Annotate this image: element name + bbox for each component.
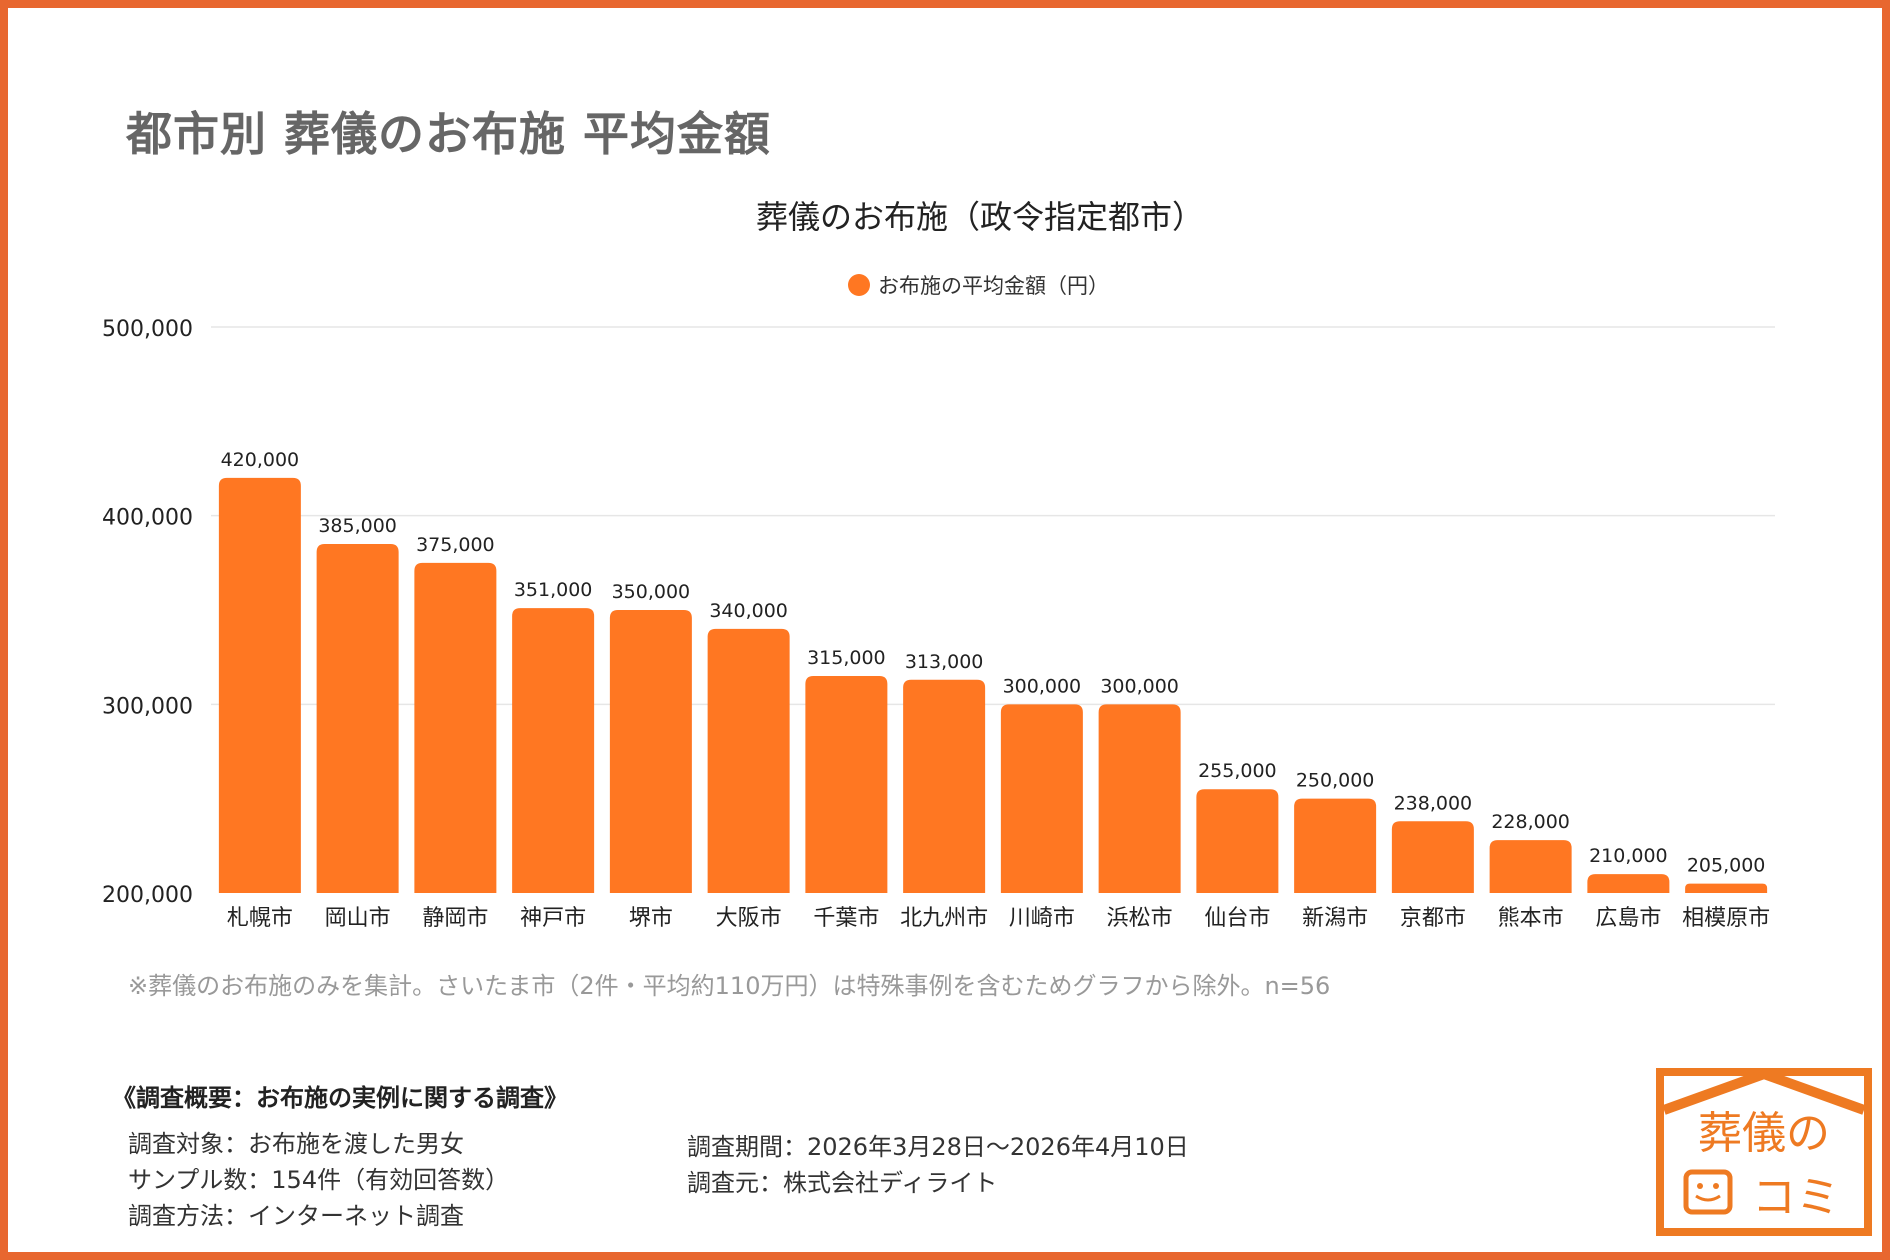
survey-source: 調査元：株式会社ディライト	[687, 1169, 998, 1197]
x-tick-label: 札幌市	[227, 906, 293, 931]
bar	[218, 477, 301, 893]
chart-legend: お布施の平均金額（円）	[848, 270, 1109, 300]
data-label: 238,000	[1394, 792, 1473, 814]
x-tick-label: 熊本市	[1498, 906, 1564, 931]
x-tick-label: 岡山市	[325, 906, 391, 931]
x-tick-label: 浜松市	[1107, 906, 1173, 931]
y-tick-label: 500,000	[102, 317, 193, 342]
bar-chart: 200,000 300,000 400,000 500,000 420,000 札幌市 38…	[102, 317, 1775, 931]
bar	[414, 562, 497, 893]
survey-period: 調査期間：2026年3月28日〜2026年4月10日	[687, 1133, 1189, 1161]
y-tick-label: 300,000	[102, 694, 193, 719]
survey-sample: サンプル数：154件（有効回答数）	[128, 1166, 510, 1194]
bar	[609, 610, 692, 893]
chart-title: 葬儀のお布施（政令指定都市）	[755, 198, 1204, 236]
data-label: 351,000	[514, 579, 593, 601]
bar	[316, 543, 399, 893]
page-title: 都市別 葬儀のお布施 平均金額	[126, 107, 772, 161]
data-label: 300,000	[1003, 675, 1082, 697]
x-tick-label: 京都市	[1400, 906, 1466, 931]
survey-target: 調査対象：お布施を渡した男女	[128, 1130, 464, 1158]
bar	[903, 679, 986, 893]
x-tick-label: 堺市	[629, 906, 673, 931]
data-label: 300,000	[1100, 675, 1179, 697]
bar	[1098, 704, 1181, 893]
bar	[1000, 704, 1083, 893]
data-label: 315,000	[807, 647, 886, 669]
data-label: 205,000	[1687, 855, 1766, 877]
bar	[1587, 874, 1670, 893]
x-tick-label: 大阪市	[716, 906, 782, 931]
bar	[805, 676, 888, 893]
survey-heading: 《調査概要：お布施の実例に関する調査》	[112, 1084, 568, 1112]
chart-note: ※葬儀のお布施のみを集計。さいたま市（2件・平均約110万円）は特殊事例を含むた…	[128, 972, 1331, 1000]
data-label: 350,000	[612, 581, 691, 603]
data-label: 250,000	[1296, 770, 1375, 792]
data-label: 340,000	[709, 600, 788, 622]
bar	[512, 608, 595, 893]
bar	[1391, 821, 1474, 893]
x-tick-label: 静岡市	[422, 906, 488, 931]
x-tick-label: 相模原市	[1682, 906, 1770, 931]
bar	[1489, 840, 1572, 893]
bar	[707, 628, 790, 893]
x-tick-label: 川崎市	[1009, 906, 1075, 931]
x-tick-label: 広島市	[1595, 906, 1661, 931]
bar	[1196, 789, 1279, 893]
x-tick-label: 仙台市	[1204, 906, 1270, 931]
legend-label: お布施の平均金額（円）	[878, 274, 1109, 298]
svg-text:葬儀の: 葬儀の	[1698, 1108, 1830, 1159]
survey-method: 調査方法：インターネット調査	[128, 1202, 464, 1230]
x-tick-label: 北九州市	[900, 906, 988, 931]
legend-marker	[848, 274, 870, 296]
data-label: 375,000	[416, 534, 495, 556]
data-label: 210,000	[1589, 845, 1668, 867]
data-label: 255,000	[1198, 760, 1277, 782]
x-tick-label: 新潟市	[1302, 906, 1368, 931]
x-tick-label: 千葉市	[813, 906, 879, 931]
x-tick-label: 神戸市	[520, 906, 586, 931]
data-label: 385,000	[318, 515, 397, 537]
bar	[1685, 883, 1768, 893]
data-label: 228,000	[1491, 811, 1570, 833]
svg-text:コミ: コミ	[1752, 1172, 1840, 1223]
data-label: 313,000	[905, 651, 984, 673]
bar	[1294, 798, 1377, 893]
data-label: 420,000	[221, 449, 300, 471]
y-tick-label: 200,000	[102, 883, 193, 908]
y-tick-label: 400,000	[102, 506, 193, 531]
site-logo: 葬儀の コミ	[1656, 1068, 1872, 1236]
